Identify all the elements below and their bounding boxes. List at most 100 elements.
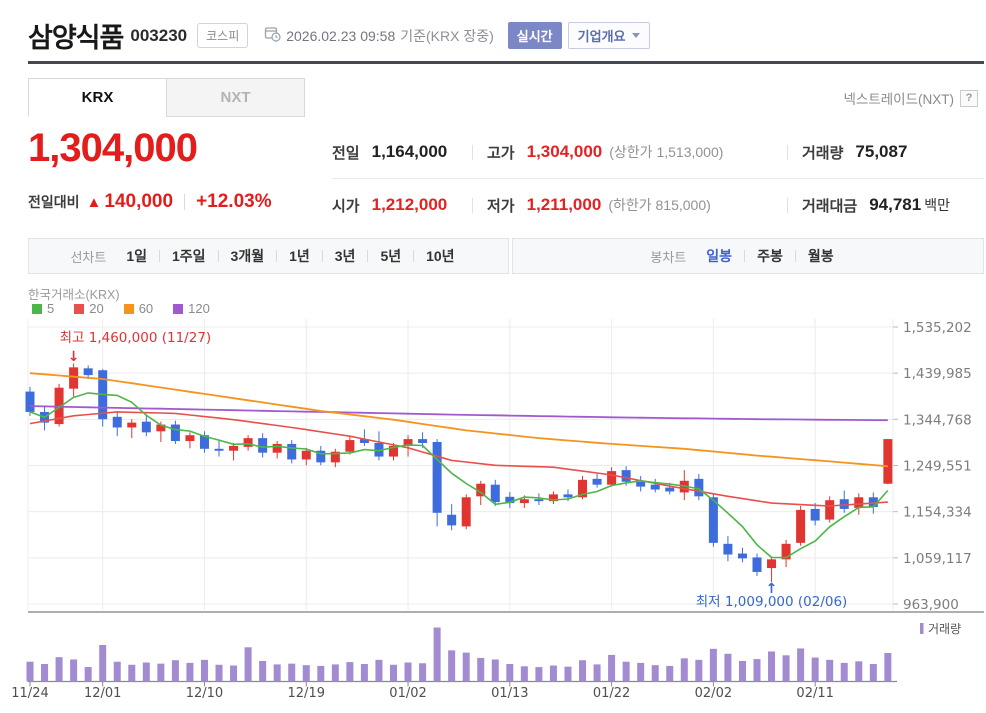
period-option-월봉[interactable]: 월봉: [807, 248, 834, 264]
prev-close-cell: 전일 1,164,000: [332, 142, 472, 163]
volume-bars: [26, 627, 892, 682]
high-annotation: 최고 1,460,000 (11/27): [60, 330, 212, 346]
price-summary: 전일 1,164,000 고가 1,304,000 (상한가 1,513,000…: [332, 126, 984, 231]
help-icon[interactable]: ?: [960, 89, 978, 107]
high-arrow-icon: ↓: [68, 349, 80, 365]
high-label: 고가: [487, 144, 515, 162]
period-option-주봉[interactable]: 주봉: [757, 248, 783, 264]
lower-limit-text: (하한가 815,000): [608, 197, 711, 213]
separator: [472, 197, 473, 213]
legend-swatch: [123, 303, 134, 314]
svg-text:거래량: 거래량: [928, 622, 961, 636]
ma-legend-item-120: 120: [173, 301, 210, 316]
separator: [367, 250, 369, 262]
trade-value-value: 94,781: [869, 195, 922, 214]
line-chart-group-label: 선차트: [70, 249, 107, 265]
ma-lines: [29, 372, 889, 559]
price-change-row: 전일대비 ▲ 140,000 +12.03%: [28, 191, 272, 213]
x-axis: 11/24 12/01 12/10 12/19 01/02 01/13 01/22 02/02…: [11, 681, 834, 701]
svg-text:1,154,334: 1,154,334: [903, 505, 972, 521]
svg-text:1,344,768: 1,344,768: [903, 412, 972, 428]
annotations: 최고 1,460,000 (11/27) ↓ 최저 1,009,000 (02/06…: [60, 330, 848, 610]
legend-label: 5: [47, 301, 55, 316]
chevron-down-icon: [631, 33, 640, 38]
legend-label: 20: [89, 301, 104, 316]
legend-swatch: [74, 303, 85, 314]
tab-krx[interactable]: KRX: [28, 78, 167, 117]
svg-text:02/02: 02/02: [695, 686, 732, 701]
datetime-text: 2026.02.23 09:58: [286, 27, 396, 44]
separator: [159, 250, 160, 262]
upper-limit-text: (상한가 1,513,000): [609, 144, 724, 160]
period-option-3년[interactable]: 3년: [334, 248, 356, 264]
company-overview-button[interactable]: 기업개요: [567, 22, 650, 49]
low-value: 1,211,000: [526, 195, 602, 214]
legend-label: 60: [138, 301, 154, 316]
separator: [787, 197, 788, 213]
open-value: 1,212,000: [371, 195, 448, 214]
nextrade-link-group: 넥스트레이드(NXT) ?: [843, 88, 978, 108]
trade-value-cell: 거래대금 94,781 백만: [802, 195, 984, 216]
up-triangle-icon: ▲: [86, 193, 102, 211]
exchange-label: 한국거래소(KRX): [28, 288, 120, 302]
volume-label: 거래량: [802, 144, 844, 162]
summary-row-2: 시가 1,212,000 저가 1,211,000 (하한가 815,000) …: [332, 179, 984, 231]
svg-text:01/22: 01/22: [593, 686, 630, 701]
separator: [321, 250, 323, 262]
line-chart-toolbar: 선차트 1일 1주일 3개월 1년 3년 5년 10년: [28, 238, 509, 274]
header-divider: [28, 61, 984, 64]
nextrade-link[interactable]: 넥스트레이드(NXT): [843, 92, 954, 107]
svg-text:01/02: 01/02: [389, 686, 426, 701]
separator: [794, 250, 796, 262]
candle-chart-group-label: 봉차트: [650, 249, 687, 265]
period-option-1일[interactable]: 1일: [126, 248, 147, 264]
stock-title: 삼양식품: [28, 23, 124, 53]
period-option-1년[interactable]: 1년: [289, 248, 310, 264]
y-axis: 1,535,202 1,439,985 1,344,768 1,249,551 1,15…: [893, 320, 972, 613]
svg-text:1,439,985: 1,439,985: [903, 366, 972, 382]
candle-chart-toolbar: 봉차트 일봉 주봉 월봉: [512, 238, 984, 274]
volume-legend: 거래량: [920, 622, 961, 636]
price-volume-chart[interactable]: 1,535,202 1,439,985 1,344,768 1,249,551 1,15…: [0, 285, 986, 713]
line-chart-options: 1일 1주일 3개월 1년 3년 5년 10년: [114, 246, 466, 266]
high-cell: 고가 1,304,000 (상한가 1,513,000): [487, 142, 787, 163]
volume-value: 75,087: [855, 142, 908, 161]
tab-nxt[interactable]: NXT: [166, 78, 305, 117]
separator: [744, 250, 746, 262]
realtime-badge[interactable]: 실시간: [507, 22, 562, 49]
current-price: 1,304,000: [28, 126, 198, 170]
change-percent: +12.03%: [196, 191, 272, 212]
separator: [472, 144, 473, 160]
ma20-line: [29, 411, 888, 507]
legend-label: 120: [188, 301, 210, 316]
period-option-10년[interactable]: 10년: [426, 248, 455, 264]
svg-text:1,059,117: 1,059,117: [903, 551, 972, 567]
svg-text:12/10: 12/10: [186, 686, 223, 701]
low-annotation: 최저 1,009,000 (02/06): [696, 594, 848, 610]
legend-swatch: [32, 303, 42, 314]
trade-value-label: 거래대금: [802, 197, 858, 215]
prev-close-value: 1,164,000: [371, 142, 448, 161]
period-option-1주일[interactable]: 1주일: [172, 248, 206, 264]
open-label: 시가: [332, 197, 360, 215]
trade-value-unit: 백만: [924, 197, 950, 213]
period-option-3개월[interactable]: 3개월: [230, 248, 265, 264]
datetime-group: 2026.02.23 09:58 기준(KRX 장중): [264, 25, 494, 47]
separator: [787, 144, 788, 160]
ma-legend-item-20: 20: [74, 301, 104, 316]
calendar-clock-icon: [264, 25, 281, 47]
ma-legend-item-5: 5: [32, 301, 54, 316]
period-option-5년[interactable]: 5년: [380, 248, 402, 264]
summary-row-1: 전일 1,164,000 고가 1,304,000 (상한가 1,513,000…: [332, 126, 984, 178]
ma120-line: [29, 405, 888, 422]
svg-text:1,249,551: 1,249,551: [903, 459, 972, 475]
svg-text:963,900: 963,900: [903, 597, 959, 613]
low-cell: 저가 1,211,000 (하한가 815,000): [487, 195, 787, 216]
low-arrow-icon: ↑: [766, 581, 778, 597]
high-value: 1,304,000: [526, 142, 603, 161]
period-option-일봉[interactable]: 일봉: [706, 248, 733, 264]
ma-legend: 5 20 60 120: [32, 301, 230, 316]
separator: [184, 194, 186, 210]
stock-code: 003230: [130, 25, 188, 45]
